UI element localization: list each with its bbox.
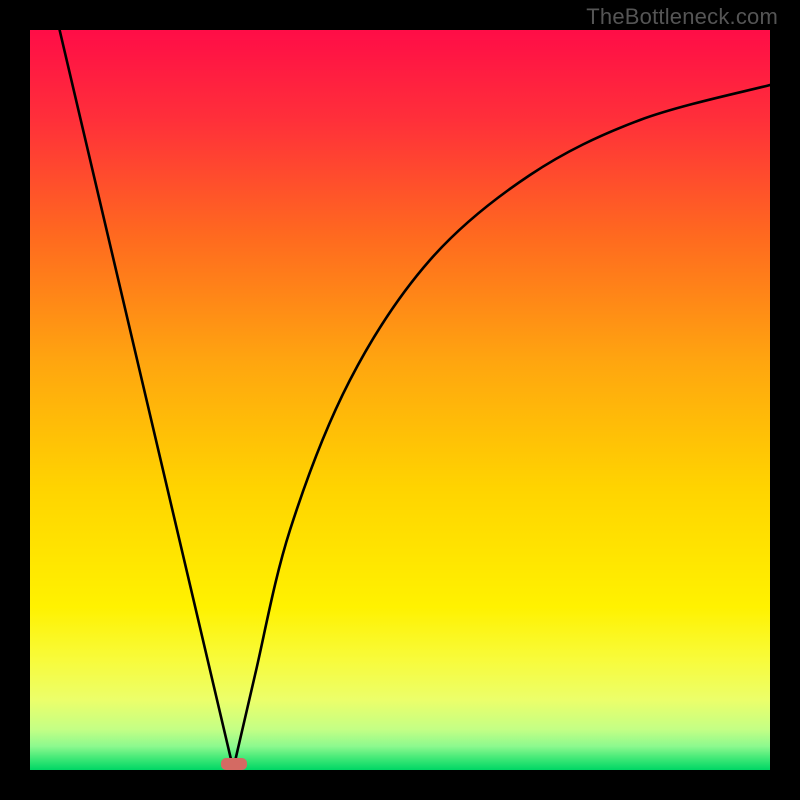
plot-frame: [30, 30, 770, 770]
watermark-text: TheBottleneck.com: [586, 4, 778, 30]
bottleneck-curve: [30, 30, 770, 770]
optimal-marker: [221, 758, 247, 770]
chart-container: TheBottleneck.com: [0, 0, 800, 800]
